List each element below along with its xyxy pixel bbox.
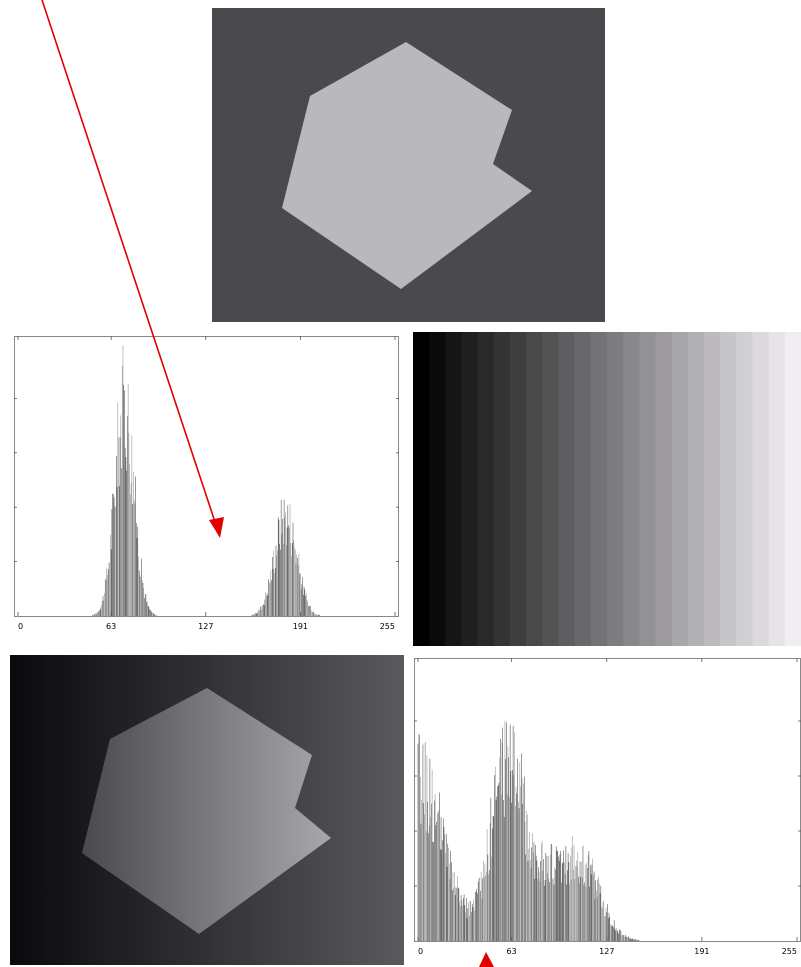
gradient-band	[413, 332, 430, 646]
histogram-top-bars	[92, 345, 320, 616]
histogram-tick-label: 0	[418, 947, 423, 956]
gradient-band	[768, 332, 786, 646]
histogram-bottom-tick-labels: 0 63 127 191 255	[418, 947, 797, 956]
top-image-polygon	[282, 42, 532, 289]
gradient-band	[574, 332, 592, 646]
histogram-top-frame	[14, 336, 399, 617]
histogram-bottom: 0 63 127 191 255	[414, 658, 801, 956]
gradient-band	[526, 332, 543, 646]
gradient-band	[510, 332, 527, 646]
gradient-band	[639, 332, 657, 646]
histogram-tick-label: 0	[18, 622, 23, 631]
gradient-band	[477, 332, 495, 646]
histogram-tick-label: 63	[507, 947, 517, 956]
gradient-band	[493, 332, 511, 646]
gradient-band	[590, 332, 608, 646]
histogram-tick-label: 127	[599, 947, 614, 956]
gradient-band	[784, 332, 801, 646]
gradient-band	[558, 332, 576, 646]
gradient-band	[687, 332, 705, 646]
histogram-bottom-bars	[417, 720, 640, 941]
gradient-band	[752, 332, 770, 646]
gradient-band	[671, 332, 689, 646]
gradient-band	[542, 332, 560, 646]
gradient-strip	[413, 332, 801, 646]
gradient-bands	[413, 332, 801, 646]
gradient-band	[461, 332, 479, 646]
histogram-tick-label: 127	[198, 622, 213, 631]
bottom-image-polygon	[82, 688, 331, 934]
gradient-band	[429, 332, 446, 646]
top-image	[212, 8, 605, 322]
histogram-bottom-frame	[414, 658, 801, 942]
bottom-image	[10, 655, 404, 965]
gradient-band	[736, 332, 754, 646]
gradient-band	[720, 332, 737, 646]
histogram-tick-label: 191	[293, 622, 308, 631]
histogram-tick-label: 191	[694, 947, 709, 956]
gradient-band	[607, 332, 624, 646]
gradient-band	[655, 332, 673, 646]
histogram-tick-label: 255	[380, 622, 395, 631]
histogram-top-tick-labels: 0 63 127 191 255	[18, 622, 395, 631]
histogram-tick-label: 255	[782, 947, 797, 956]
gradient-band	[623, 332, 640, 646]
histogram-tick-label: 63	[106, 622, 116, 631]
gradient-band	[704, 332, 721, 646]
histogram-top: 0 63 127 191 255	[14, 336, 399, 631]
gradient-band	[445, 332, 463, 646]
